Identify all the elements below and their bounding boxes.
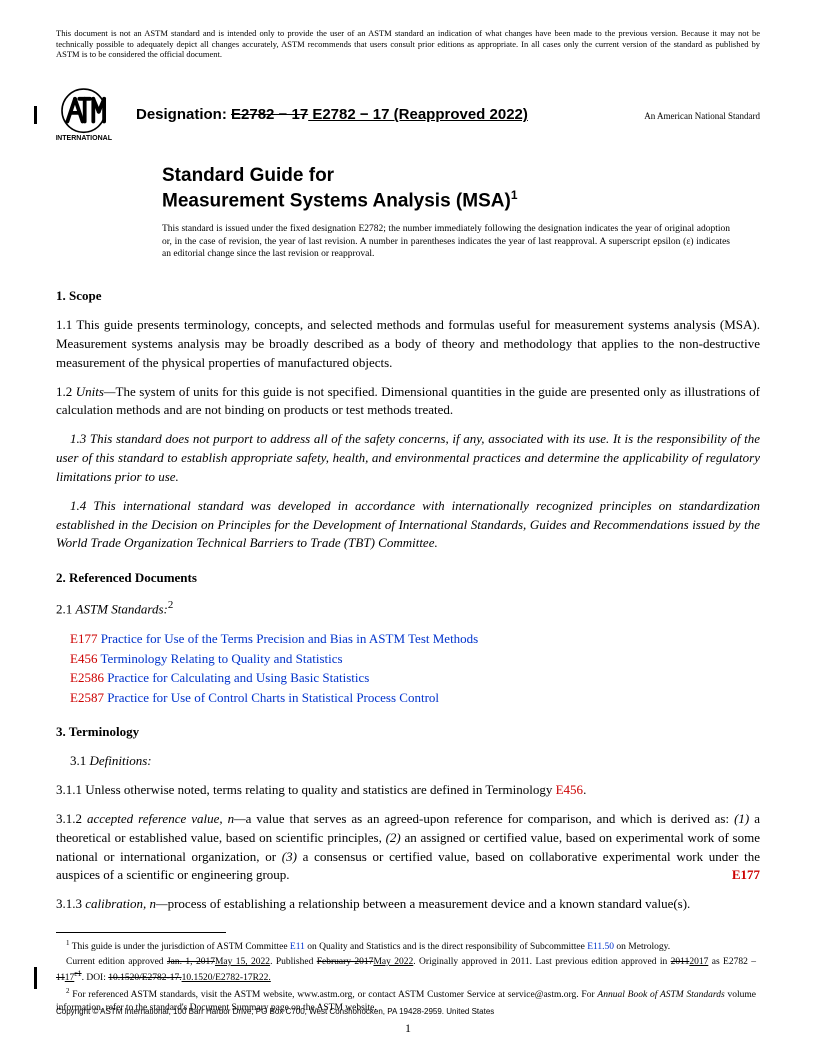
old-text: February 2017 xyxy=(317,957,374,967)
new-text: May 15, 2022 xyxy=(215,957,270,967)
designation-old: E2782 − 17 xyxy=(231,106,308,123)
old-text: ε1 xyxy=(74,973,81,983)
designation-new: E2782 − 17 (Reapproved 2022) xyxy=(308,106,528,123)
body-content: 1. Scope 1.1 This guide presents termino… xyxy=(56,287,760,914)
reference-link: E177 Practice for Use of the Terms Preci… xyxy=(70,629,760,649)
page-number: 1 xyxy=(0,1021,816,1036)
issuance-note: This standard is issued under the fixed … xyxy=(162,223,730,261)
term-name: calibration, n— xyxy=(85,896,167,911)
committee-link[interactable]: E11 xyxy=(290,942,305,952)
new-text: 10.1520/E2782-17R22. xyxy=(182,973,271,983)
fn-text: on Quality and Statistics and is the dir… xyxy=(305,942,587,952)
term-body: a value that serves as an agreed-upon re… xyxy=(246,811,734,826)
reference-link: E2586 Practice for Calculating and Using… xyxy=(70,668,760,688)
ref-title[interactable]: Terminology Relating to Quality and Stat… xyxy=(97,651,342,666)
clause-num: 1.2 xyxy=(56,384,76,399)
ref-title[interactable]: Practice for Use of the Terms Precision … xyxy=(97,631,478,646)
ref-code[interactable]: E456 xyxy=(70,651,97,666)
reference-link: E456 Terminology Relating to Quality and… xyxy=(70,649,760,669)
astm-standards-label: ASTM Standards: xyxy=(76,601,168,616)
ref-title[interactable]: Practice for Calculating and Using Basic… xyxy=(104,670,369,685)
clause-1-2-body: The system of units for this guide is no… xyxy=(56,384,760,418)
header-row: INTERNATIONAL Designation: E2782 − 17 E2… xyxy=(56,88,760,142)
old-text: 11 xyxy=(56,973,65,983)
fn-text: Current edition approved xyxy=(66,957,167,967)
clause-3-1-2: 3.1.2 accepted reference value, n—a valu… xyxy=(56,810,760,885)
fn-text: . DOI: xyxy=(82,973,109,983)
new-text: May 2022 xyxy=(373,957,413,967)
title-block: Standard Guide for Measurement Systems A… xyxy=(162,164,760,213)
old-text: 2011 xyxy=(671,957,690,967)
clause-text: 3.1.1 Unless otherwise noted, terms rela… xyxy=(56,782,556,797)
term-body: process of establishing a relationship b… xyxy=(168,896,691,911)
fn-text: For referenced ASTM standards, visit the… xyxy=(70,990,598,1000)
source-tag[interactable]: E177 xyxy=(732,866,760,885)
clause-num: 3.1.3 xyxy=(56,896,85,911)
ref-code[interactable]: E2586 xyxy=(70,670,104,685)
enum: (2) xyxy=(386,830,401,845)
disclaimer-text: This document is not an ASTM standard an… xyxy=(56,28,760,60)
footnote-1: 1 This guide is under the jurisdiction o… xyxy=(56,939,756,954)
enum: (1) xyxy=(734,811,749,826)
ref-code[interactable]: E2587 xyxy=(70,690,104,705)
revision-bar-icon xyxy=(34,967,37,989)
revision-bar-icon xyxy=(34,106,37,124)
clause-1-3: 1.3 This standard does not purport to ad… xyxy=(56,430,760,487)
book-title: Annual Book of ASTM Standards xyxy=(597,990,724,1000)
ref-code[interactable]: E177 xyxy=(70,631,97,646)
ref-title[interactable]: Practice for Use of Control Charts in St… xyxy=(104,690,439,705)
clause-1-1: 1.1 This guide presents terminology, con… xyxy=(56,316,760,373)
enum: (3) xyxy=(282,849,297,864)
designation-label: Designation: xyxy=(136,106,231,123)
clause-num: 2.1 xyxy=(56,601,76,616)
clause-1-4: 1.4 This international standard was deve… xyxy=(56,497,760,554)
new-text: 17 xyxy=(65,973,75,983)
refdoc-heading: 2. Referenced Documents xyxy=(56,569,760,588)
clause-3-1-1: 3.1.1 Unless otherwise noted, terms rela… xyxy=(56,781,760,800)
reference-link: E2587 Practice for Use of Control Charts… xyxy=(70,688,760,708)
fn-text: . Published xyxy=(270,957,317,967)
clause-2-1: 2.1 ASTM Standards:2 xyxy=(56,598,760,619)
fn-text: as E2782 – xyxy=(708,957,756,967)
terminology-heading: 3. Terminology xyxy=(56,723,760,742)
definitions-label: Definitions: xyxy=(90,753,152,768)
title-footnote-ref: 1 xyxy=(511,188,518,202)
scope-heading: 1. Scope xyxy=(56,287,760,306)
fn-text: This guide is under the jurisdiction of … xyxy=(70,942,290,952)
title-text: Measurement Systems Analysis (MSA) xyxy=(162,190,511,211)
astm-logo-icon: INTERNATIONAL xyxy=(56,88,122,142)
title-line-1: Standard Guide for xyxy=(162,164,760,188)
clause-num: 3.1 xyxy=(70,753,90,768)
footnotes-block: 1 This guide is under the jurisdiction o… xyxy=(56,932,226,1015)
footnote-ref-2: 2 xyxy=(168,599,173,611)
title-line-2: Measurement Systems Analysis (MSA)1 xyxy=(162,188,760,213)
subcommittee-link[interactable]: E11.50 xyxy=(587,942,614,952)
clause-3-1: 3.1 Definitions: xyxy=(56,752,760,771)
fn-text: on Metrology. xyxy=(614,942,670,952)
designation-line: Designation: E2782 − 17 E2782 − 17 (Reap… xyxy=(136,106,528,123)
svg-text:INTERNATIONAL: INTERNATIONAL xyxy=(56,135,113,142)
footnote-1-line2: Current edition approved Jan. 1, 2017May… xyxy=(56,956,756,985)
term-name: accepted reference value, n— xyxy=(87,811,246,826)
designation-block: Designation: E2782 − 17 E2782 − 17 (Reap… xyxy=(136,106,760,123)
clause-1-2: 1.2 Units—The system of units for this g… xyxy=(56,383,760,421)
page: This document is not an ASTM standard an… xyxy=(0,0,816,1056)
old-text: 10.1520/E2782-17. xyxy=(108,973,181,983)
old-text: Jan. 1, 2017 xyxy=(167,957,215,967)
period: . xyxy=(583,782,586,797)
copyright-notice: Copyright © ASTM International, 100 Barr… xyxy=(56,1007,494,1016)
units-label: Units— xyxy=(76,384,116,399)
national-standard-note: An American National Standard xyxy=(614,111,760,121)
fn-text: . Originally approved in 2011. Last prev… xyxy=(413,957,670,967)
new-text: 2017 xyxy=(689,957,708,967)
clause-3-1-3: 3.1.3 calibration, n—process of establis… xyxy=(56,895,760,914)
ref-e456[interactable]: E456 xyxy=(556,782,583,797)
epsilon-sup: ε1 xyxy=(74,969,81,978)
clause-num: 3.1.2 xyxy=(56,811,87,826)
